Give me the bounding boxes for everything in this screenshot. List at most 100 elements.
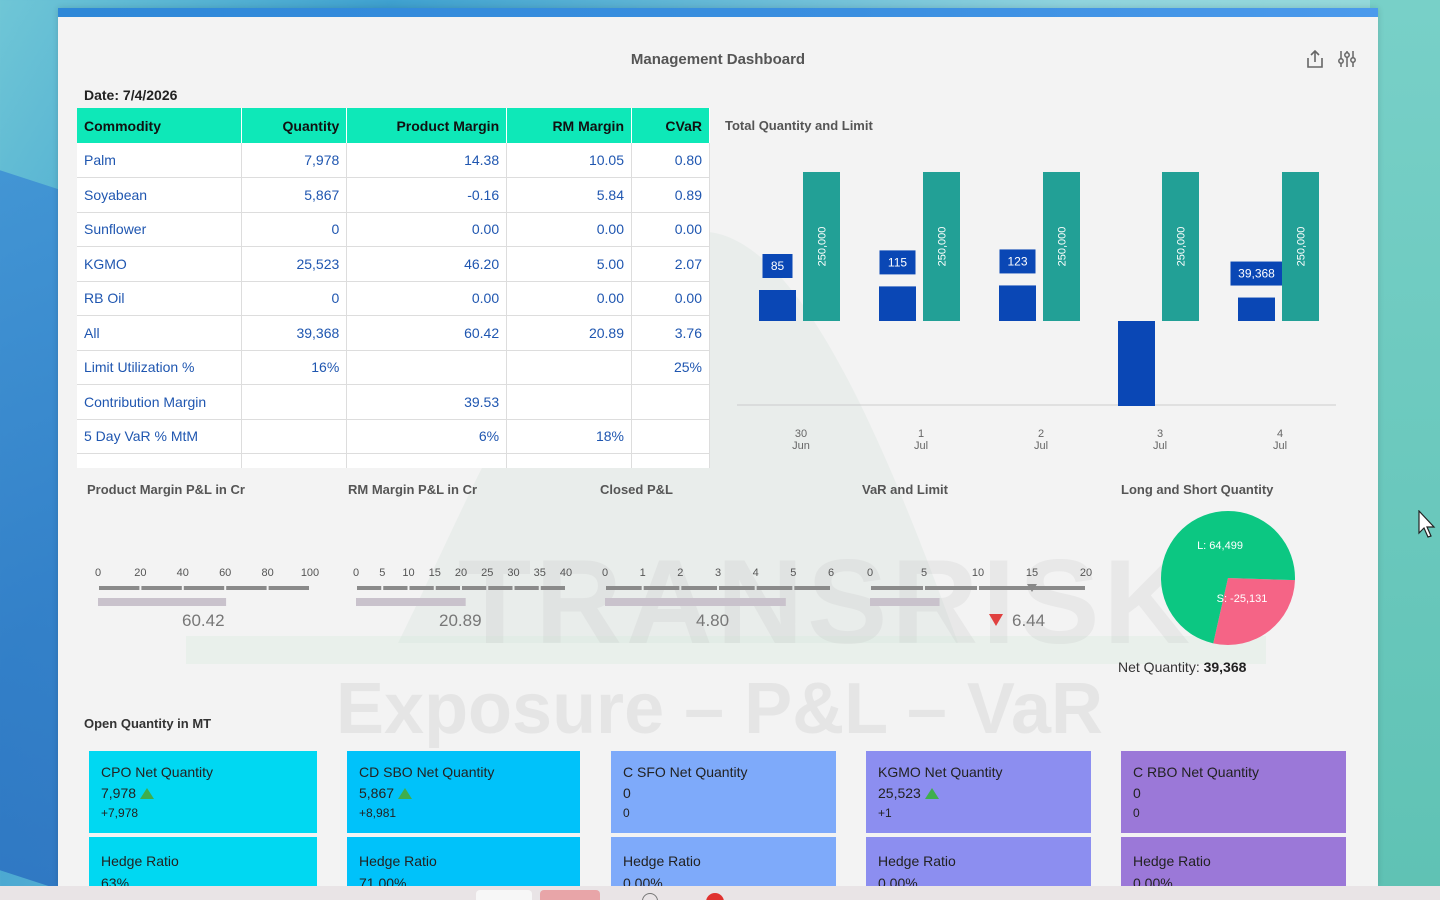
commodity-cell[interactable]: All: [77, 315, 243, 351]
gauge-scale-segment: [268, 586, 309, 590]
empty-cell: [77, 453, 243, 468]
gauge-title: VaR and Limit: [862, 482, 948, 497]
table-row: Limit Utilization % 16% 25%: [77, 350, 710, 385]
watermark-tagline: Exposure – P&L – VaR: [336, 669, 1104, 749]
gauge-scale-segment: [871, 586, 923, 590]
value-cell: 0.00: [506, 281, 632, 316]
quantity-data-label-box: [999, 249, 1036, 274]
gauge-scale-segment: [99, 586, 140, 590]
card-value: 0: [1133, 785, 1334, 801]
gauge-tick-label: 10: [972, 567, 984, 579]
gauge-tick-label: 6: [828, 567, 834, 579]
empty-cell: [631, 453, 710, 468]
value-cell: 25,523: [241, 246, 348, 282]
card-label: KGMO Net Quantity: [878, 764, 1003, 780]
column-header[interactable]: Commodity: [77, 108, 243, 143]
commodity-cell[interactable]: Soyabean: [77, 177, 243, 213]
trend-up-icon: [398, 787, 413, 799]
value-cell: 5.00: [506, 246, 632, 282]
commodity-cell[interactable]: Contribution Margin: [77, 384, 243, 420]
gauge-tick-label: 5: [921, 567, 927, 579]
gauge-scale-segment: [756, 586, 793, 590]
quantity-bar: [999, 285, 1036, 321]
quantity-card[interactable]: C SFO Net Quantity 0 0 Hedge Ratio 0.00%: [611, 751, 836, 886]
gauge-value-fill: [870, 598, 940, 606]
card-value: 5,867: [359, 785, 568, 801]
value-cell: 25%: [631, 350, 710, 385]
gauge-scale-segment: [681, 586, 717, 590]
card-label: CD SBO Net Quantity: [359, 764, 495, 780]
commodity-cell[interactable]: Sunflower: [77, 212, 243, 247]
trend-up-icon: [140, 787, 155, 799]
card-change: +1: [878, 806, 892, 820]
watermark-brand: TRANSRISK: [458, 535, 1195, 669]
value-cell: [241, 384, 348, 420]
commodity-cell[interactable]: RB Oil: [77, 281, 243, 316]
value-cell: 5.84: [506, 177, 632, 213]
hedge-ratio-value: 71.00%: [359, 875, 407, 886]
pie-slice-label: L: 64,499: [1197, 540, 1243, 552]
net-quantity: Net Quantity: 39,368: [1118, 659, 1246, 675]
card-label: CPO Net Quantity: [101, 764, 214, 780]
top-accent-bar: [58, 8, 1378, 17]
x-tick-label: 4: [1277, 428, 1283, 440]
limit-bar: [1043, 172, 1080, 321]
net-quantity-section: CPO Net Quantity 7,978 +7,978: [89, 751, 317, 833]
hedge-ratio-section: Hedge Ratio 71.00%: [347, 837, 580, 886]
x-tick-label: 2: [1038, 428, 1044, 440]
gauge-value: 60.42: [182, 611, 225, 630]
column-header[interactable]: CVaR: [631, 108, 710, 143]
taskbar-item-active[interactable]: [540, 890, 600, 900]
value-cell: [241, 419, 348, 454]
taskbar-search-icon[interactable]: [642, 893, 658, 900]
x-tick-label: 3: [1157, 428, 1163, 440]
mouse-cursor-icon: [1418, 510, 1436, 538]
quantity-card[interactable]: CD SBO Net Quantity 5,867 +8,981 Hedge Rati…: [347, 751, 580, 886]
value-cell: 0: [241, 281, 348, 316]
quantity-card[interactable]: CPO Net Quantity 7,978 +7,978 Hedge Ratio 63…: [89, 751, 317, 886]
table-row: All 39,368 60.42 20.89 3.76: [77, 315, 710, 351]
gauge-tick-label: 15: [429, 567, 441, 579]
gauge-scale-segment: [183, 586, 225, 590]
commodity-cell[interactable]: Palm: [77, 143, 243, 178]
long-short-pie: L: 64,499 S: -25,131: [1161, 511, 1295, 645]
quantity-card[interactable]: C RBO Net Quantity 0 0 Hedge Ratio 0.00%: [1121, 751, 1346, 886]
commodity-cell[interactable]: 5 Day VaR % MtM: [77, 419, 243, 454]
limit-bar: [1282, 172, 1319, 321]
column-header[interactable]: RM Margin: [506, 108, 632, 143]
column-header[interactable]: Product Margin: [346, 108, 508, 143]
limit-data-label: 250,000: [1057, 227, 1069, 267]
trend-up-icon: [924, 787, 939, 799]
gauge-value-fill: [605, 598, 786, 606]
sliders-icon[interactable]: [1336, 48, 1358, 70]
gauge-tick-label: 40: [177, 567, 189, 579]
quantity-bar: [879, 286, 916, 321]
report-date: Date: 7/4/2026: [84, 87, 177, 103]
card-value: 7,978: [101, 785, 305, 801]
card-value-text: 0: [623, 785, 631, 801]
gauge-tick-label: 0: [95, 567, 101, 579]
taskbar-app-icon[interactable]: [706, 893, 724, 900]
commodity-cell[interactable]: Limit Utilization %: [77, 350, 243, 385]
card-value: 25,523: [878, 785, 1079, 801]
commodity-cell[interactable]: KGMO: [77, 246, 243, 282]
gauge-scale-segment: [540, 586, 565, 590]
column-header[interactable]: Quantity: [241, 108, 348, 143]
card-label: C SFO Net Quantity: [623, 764, 748, 780]
value-cell: 18%: [506, 419, 632, 454]
x-tick-label: Jul: [914, 440, 928, 452]
taskbar-item[interactable]: [476, 890, 532, 900]
value-cell: 2.07: [631, 246, 710, 282]
value-cell: 14.38: [346, 143, 508, 178]
value-cell: 60.42: [346, 315, 508, 351]
quantity-card[interactable]: KGMO Net Quantity 25,523 +1 Hedge Ratio 0.00…: [866, 751, 1091, 886]
gauge-scale-segment: [794, 586, 830, 590]
card-change: +8,981: [359, 806, 397, 820]
gauge-scale-segment: [606, 586, 642, 590]
table-row: Palm 7,978 14.38 10.05 0.80: [77, 143, 710, 178]
quantity-data-label: 115: [888, 255, 907, 269]
hedge-ratio-section: Hedge Ratio 0.00%: [1121, 837, 1346, 886]
hedge-ratio-value: 0.00%: [623, 875, 663, 886]
share-icon[interactable]: [1304, 48, 1326, 70]
quantity-data-label: 123: [1007, 254, 1027, 268]
